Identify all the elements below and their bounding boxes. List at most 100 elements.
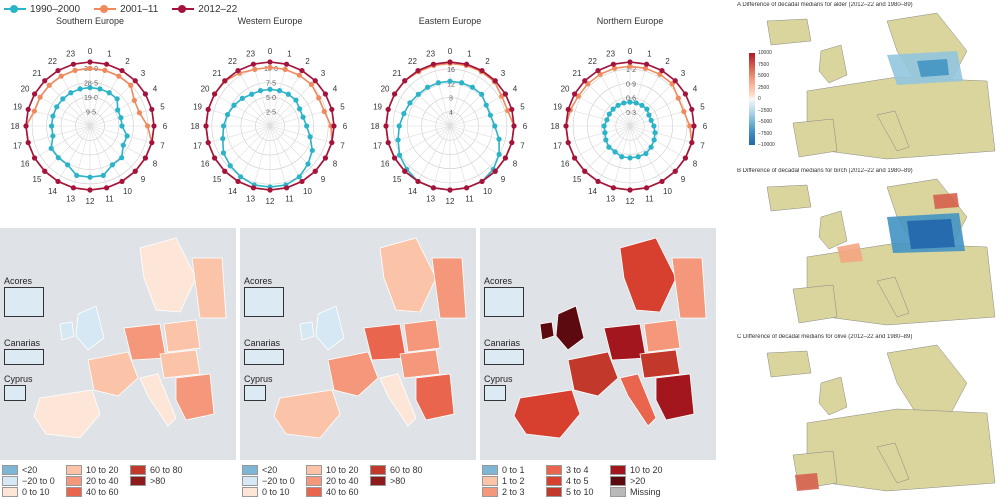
- series-point: [602, 130, 608, 136]
- hour-label: 19: [193, 103, 202, 112]
- hour-label: 12: [86, 197, 95, 206]
- legend-entry: 0 to 1: [482, 465, 546, 475]
- legend-entry: 5 to 10: [546, 487, 610, 497]
- spoke: [89, 70, 123, 127]
- series-point: [312, 168, 318, 174]
- series-point: [293, 97, 299, 103]
- spoke: [89, 125, 107, 188]
- series-point: [391, 155, 398, 161]
- radial-tick-label: 5·0: [266, 95, 276, 102]
- series-point: [610, 106, 616, 112]
- europe-map: [737, 343, 1000, 493]
- legend-label: 10 to 20: [326, 465, 359, 475]
- legend-entry: 0 to 10: [242, 487, 306, 497]
- series-point: [675, 95, 681, 101]
- series-point: [31, 155, 38, 161]
- hour-label: 23: [606, 50, 615, 59]
- spoke: [208, 109, 271, 127]
- legend-label: 20 to 40: [326, 476, 359, 486]
- series-point: [128, 82, 134, 88]
- series-point: [124, 133, 130, 139]
- map-legend-1: <20 10 to 20 60 to 80 −20 to 0 20 to 40 >80 0 …: [2, 465, 194, 497]
- land-uk: [818, 210, 848, 250]
- series-point: [55, 67, 61, 74]
- series-point: [383, 123, 389, 129]
- difference-area: [837, 243, 863, 263]
- series-point: [205, 106, 211, 113]
- legend-label: 4 to 5: [566, 476, 589, 486]
- spoke: [269, 125, 332, 143]
- panel-title: B Difference of decadal medians for birc…: [737, 168, 913, 174]
- radial-tick-label: 7·5: [266, 80, 276, 87]
- spoke: [449, 125, 467, 188]
- land-italy: [876, 442, 910, 484]
- series-point: [267, 64, 273, 70]
- region-scandinavia: [379, 237, 437, 313]
- inset-box: [4, 287, 44, 317]
- series-point: [651, 123, 657, 129]
- series-point: [308, 81, 315, 88]
- series-point: [151, 123, 157, 129]
- series-point: [102, 67, 108, 73]
- series-point: [509, 106, 515, 113]
- legend-swatch: [130, 476, 146, 486]
- radial-charts: Southern Europe9·519·028·538·00123456789…: [11, 16, 708, 206]
- series-point: [385, 139, 391, 146]
- inset-box: [484, 349, 524, 365]
- series-point: [430, 185, 437, 191]
- legend-swatch: [482, 476, 498, 486]
- radar-chart: Western Europe2·55·07·510·00123456789101…: [191, 16, 348, 206]
- series-point: [25, 106, 31, 113]
- region-scandinavia: [139, 237, 197, 313]
- legend-swatch: [66, 476, 82, 486]
- legend-entry: 4 to 5: [546, 476, 610, 486]
- series-point: [300, 114, 306, 120]
- spoke: [449, 80, 496, 127]
- series-point: [87, 59, 93, 65]
- series-point: [296, 174, 302, 180]
- series-point: [502, 91, 509, 97]
- spoke: [269, 125, 287, 188]
- spoke: [89, 125, 152, 143]
- series-point: [114, 96, 120, 102]
- series-point: [54, 104, 60, 110]
- land-greenland-iceland: [766, 18, 812, 46]
- legend-item-2012-22: 2012–22: [172, 4, 237, 15]
- hour-label: 8: [333, 160, 338, 169]
- region-balkans: [175, 373, 215, 421]
- hour-label: 4: [333, 85, 338, 94]
- series-point: [331, 123, 337, 129]
- series-point: [203, 123, 209, 129]
- series-point: [402, 168, 408, 174]
- series-point: [447, 78, 453, 84]
- colorbar-tick-label: 0: [758, 96, 761, 102]
- legend-label: 5 to 10: [566, 487, 594, 497]
- series-point: [227, 163, 233, 169]
- legend-swatch: [610, 476, 626, 486]
- series-point: [648, 144, 654, 150]
- series-point: [205, 139, 211, 146]
- land-uk: [818, 376, 848, 416]
- hour-label: 18: [551, 122, 560, 131]
- series-point: [267, 187, 273, 193]
- hour-label: 19: [373, 103, 382, 112]
- series-point: [77, 86, 83, 92]
- colorbar-tick-label: 10000: [758, 50, 772, 56]
- inset-cyprus: Cyprus: [4, 374, 33, 401]
- legend-label: 1 to 2: [502, 476, 525, 486]
- map-panel-3: Acores Canarias Cyprus: [480, 228, 716, 460]
- legend-entry: −20 to 0: [2, 476, 66, 486]
- legend-label: 1990–2000: [30, 3, 81, 15]
- series-point: [87, 85, 93, 91]
- hour-label: 22: [228, 57, 237, 66]
- hour-label: 11: [645, 194, 654, 203]
- series-point: [643, 61, 650, 67]
- legend-label: 2012–22: [198, 3, 238, 15]
- spoke: [224, 125, 271, 172]
- map-panel-1: Acores Canarias Cyprus: [0, 228, 236, 460]
- spoke: [449, 125, 483, 182]
- legend-entry: 10 to 20: [306, 465, 370, 475]
- spoke: [417, 70, 451, 127]
- region-poland: [403, 319, 441, 353]
- inset-cyprus: Cyprus: [484, 374, 513, 401]
